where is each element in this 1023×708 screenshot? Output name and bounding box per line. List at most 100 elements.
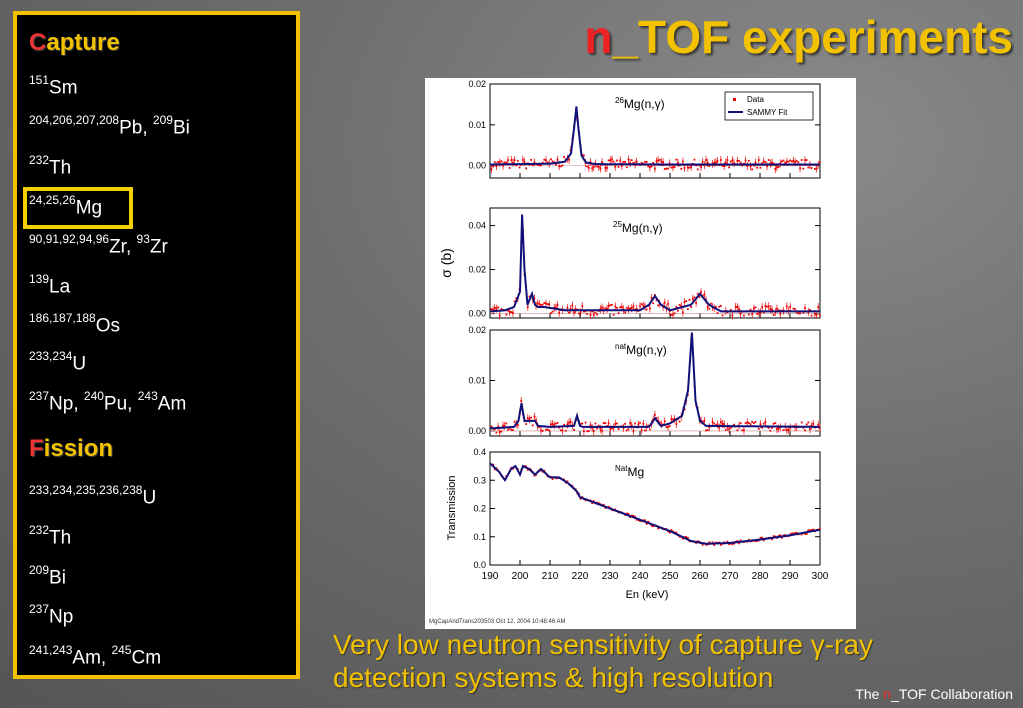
- legend-data-label: Data: [747, 95, 764, 104]
- data-point: [616, 159, 618, 162]
- data-point: [657, 304, 660, 307]
- legend-fit-label: SAMMY Fit: [747, 108, 788, 117]
- data-point: [782, 159, 785, 162]
- data-point: [579, 497, 582, 500]
- data-point: [809, 309, 811, 311]
- data-point: [800, 421, 803, 424]
- data-point: [612, 160, 615, 163]
- data-point: [797, 312, 800, 315]
- panel-label: 25Mg(n,γ): [613, 220, 663, 235]
- data-point: [500, 430, 503, 433]
- data-point: [678, 304, 681, 306]
- panel-label: 26Mg(n,γ): [615, 96, 665, 111]
- data-point: [744, 422, 747, 425]
- element-symbol: U: [72, 353, 87, 375]
- data-point: [551, 160, 554, 163]
- mass-number: 233,234: [29, 349, 73, 363]
- panel-frame: [489, 83, 821, 179]
- nuclide-list-panel: Capture 151Sm 204,206,207,208Pb, 209Bi 232…: [13, 11, 300, 679]
- mass-number: 243: [137, 389, 158, 403]
- data-point: [724, 428, 727, 431]
- data-point: [690, 306, 693, 308]
- data-point: [688, 298, 691, 301]
- data-point: [749, 308, 752, 311]
- data-point: [693, 158, 696, 161]
- data-point: [719, 544, 722, 546]
- data-point: [594, 311, 597, 314]
- element-symbol: La: [49, 276, 71, 298]
- data-point: [693, 296, 696, 299]
- data-point: [558, 426, 561, 429]
- data-point: [525, 167, 528, 170]
- data-point: [708, 307, 711, 310]
- fit-line: [490, 332, 820, 430]
- data-point: [756, 166, 759, 169]
- data-point: [777, 166, 780, 168]
- data-point: [607, 505, 610, 508]
- data-point: [624, 311, 627, 314]
- data-point: [790, 160, 793, 163]
- data-point: [624, 422, 627, 425]
- data-point: [586, 165, 589, 168]
- transmission-axis-label: Transmission: [446, 476, 458, 541]
- element-symbol: Np: [49, 606, 74, 628]
- data-point: [777, 309, 780, 312]
- capture-heading: Capture: [29, 29, 120, 56]
- data-point: [513, 300, 516, 303]
- data-point: [645, 308, 648, 311]
- data-point: [810, 529, 813, 531]
- data-point: [541, 303, 544, 306]
- data-point: [685, 536, 688, 538]
- data-point: [554, 163, 557, 166]
- data-point: [617, 165, 620, 168]
- data-point: [672, 418, 674, 421]
- data-point: [795, 531, 798, 534]
- x-tick-label: 270: [722, 571, 739, 582]
- data-point: [721, 314, 724, 317]
- data-point: [675, 531, 678, 534]
- data-point: [738, 542, 740, 545]
- data-point: [686, 536, 689, 539]
- data-point: [563, 423, 565, 426]
- y-tick-label: 0.01: [468, 375, 486, 385]
- data-point: [602, 503, 605, 506]
- data-point: [670, 313, 673, 316]
- data-point: [771, 538, 773, 541]
- data-point: [738, 159, 740, 162]
- fission-item: 241,243Am, 245Cm: [29, 643, 161, 669]
- data-point: [630, 159, 633, 162]
- data-point: [591, 310, 594, 313]
- data-point: [622, 161, 625, 163]
- y-tick-label: 0.04: [468, 221, 486, 231]
- data-point: [490, 425, 493, 428]
- mass-number: 151: [29, 73, 50, 87]
- data-point: [670, 529, 673, 532]
- data-point: [710, 302, 712, 305]
- data-point: [538, 426, 541, 429]
- data-point: [634, 422, 636, 425]
- data-point: [756, 540, 759, 542]
- mass-number: 139: [29, 272, 50, 286]
- data-point: [705, 429, 707, 432]
- fit-line: [489, 462, 821, 545]
- data-point: [658, 421, 661, 424]
- data-point: [556, 422, 559, 424]
- data-point: [807, 166, 810, 169]
- data-point: [655, 299, 658, 302]
- data-point: [630, 514, 633, 517]
- element-symbol: Bi: [49, 567, 66, 589]
- fit-line: [490, 106, 820, 166]
- data-point: [741, 164, 744, 167]
- data-point: [762, 539, 765, 542]
- data-point: [619, 306, 622, 309]
- data-point: [810, 314, 813, 317]
- data-point: [718, 305, 721, 308]
- data-point: [505, 161, 508, 164]
- data-point: [805, 532, 808, 535]
- data-point: [550, 312, 552, 315]
- data-point: [645, 161, 648, 163]
- fit-line: [490, 214, 820, 313]
- fission-heading: Fission: [29, 435, 114, 462]
- data-point: [761, 536, 763, 539]
- x-tick-label: 260: [692, 571, 709, 582]
